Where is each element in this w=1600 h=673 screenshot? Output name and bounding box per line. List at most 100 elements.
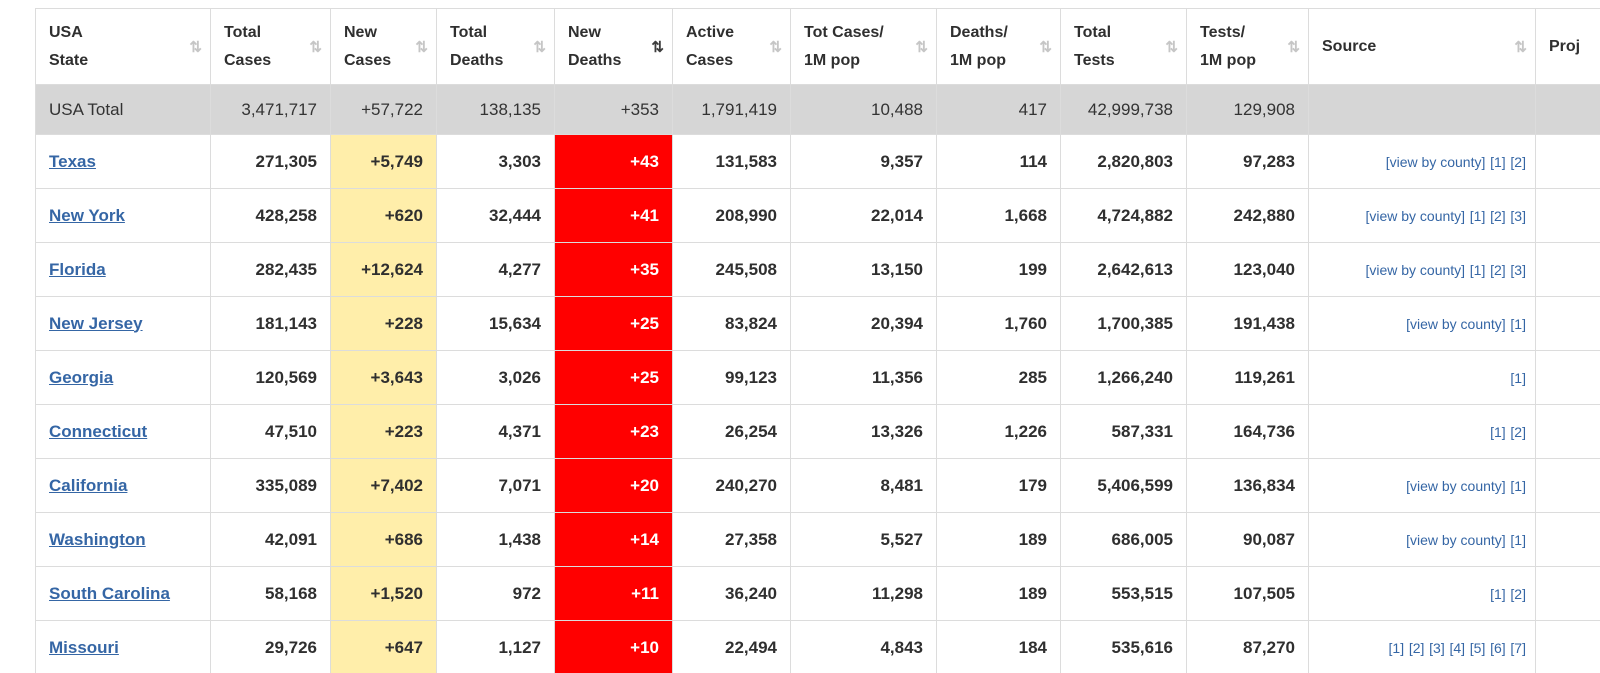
- usa-states-covid-table: USA State ⇅ Total Cases ⇅ New Cases ⇅ Total…: [35, 8, 1600, 673]
- view-by-county-link[interactable]: [view by county]: [1406, 315, 1506, 332]
- active-cases-cell: 240,270: [672, 458, 791, 513]
- source-ref-link[interactable]: [6]: [1490, 639, 1506, 656]
- state-cell: New Jersey: [35, 296, 211, 351]
- tests-per-1m-cell: 107,505: [1186, 566, 1309, 621]
- source-cell: [view by county] [1] [2]: [1308, 134, 1536, 189]
- source-ref-link[interactable]: [4]: [1449, 639, 1466, 656]
- tests-per-1m-cell: 242,880: [1186, 188, 1309, 243]
- source-ref-link[interactable]: [1]: [1510, 315, 1526, 332]
- total-tests-cell: 2,642,613: [1060, 242, 1187, 297]
- source-ref-link[interactable]: [1]: [1510, 369, 1526, 386]
- deaths-per-1m-cell: 1,668: [936, 188, 1061, 243]
- column-header-cases_per_1m[interactable]: Tot Cases/1M pop ⇅: [790, 8, 937, 85]
- source-ref-link[interactable]: [3]: [1510, 261, 1526, 278]
- column-header-source[interactable]: Source ⇅: [1308, 8, 1536, 85]
- source-ref-link[interactable]: [2]: [1510, 153, 1526, 170]
- state-link[interactable]: Georgia: [49, 367, 114, 387]
- view-by-county-link[interactable]: [view by county]: [1406, 477, 1506, 494]
- active-cases-cell: 99,123: [672, 350, 791, 405]
- column-header-state[interactable]: USA State ⇅: [35, 8, 211, 85]
- source-ref-link[interactable]: [2]: [1408, 639, 1425, 656]
- source-ref-link[interactable]: [2]: [1490, 261, 1506, 278]
- tests-per-1m-cell: 164,736: [1186, 404, 1309, 459]
- cases-per-1m-cell: 20,394: [790, 296, 937, 351]
- source-ref-link[interactable]: [1]: [1510, 531, 1526, 548]
- column-header-deaths_per_1m[interactable]: Deaths/1M pop ⇅: [936, 8, 1061, 85]
- table-row: Texas 271,305 +5,749 3,303 +43 131,583 9…: [35, 134, 1600, 189]
- column-header-new_cases[interactable]: New Cases ⇅: [330, 8, 437, 85]
- source-ref-link[interactable]: [1]: [1490, 423, 1506, 440]
- active-cases-cell: 36,240: [672, 566, 791, 621]
- column-header-label: USA State: [49, 23, 89, 69]
- tests-per-1m-cell: 87,270: [1186, 620, 1309, 673]
- table-row: New Jersey 181,143 +228 15,634 +25 83,82…: [35, 296, 1600, 351]
- source-ref-link[interactable]: [2]: [1490, 207, 1506, 224]
- source-ref-link[interactable]: [1]: [1510, 477, 1526, 494]
- view-by-county-link[interactable]: [view by county]: [1365, 261, 1466, 278]
- state-link[interactable]: South Carolina: [49, 583, 170, 603]
- source-ref-link[interactable]: [1]: [1388, 639, 1405, 656]
- source-ref-link[interactable]: [2]: [1510, 585, 1526, 602]
- column-header-label: Tests/1M pop: [1200, 23, 1256, 69]
- total-deaths-cell: 3,303: [436, 134, 555, 189]
- column-header-label: Source: [1322, 37, 1377, 55]
- source-ref-link[interactable]: [1]: [1490, 585, 1506, 602]
- column-header-label: New Cases: [344, 23, 392, 69]
- new-deaths-cell: +10: [554, 620, 673, 673]
- view-by-county-link[interactable]: [view by county]: [1365, 207, 1466, 224]
- state-link[interactable]: Washington: [49, 529, 146, 549]
- cases-per-1m-cell: 5,527: [790, 512, 937, 567]
- source-ref-link[interactable]: [3]: [1510, 207, 1526, 224]
- source-ref-link[interactable]: [3]: [1429, 639, 1445, 656]
- state-link[interactable]: California: [49, 475, 128, 495]
- view-by-county-link[interactable]: [view by county]: [1385, 153, 1486, 170]
- source-ref-link[interactable]: [1]: [1490, 153, 1506, 170]
- state-cell: Connecticut: [35, 404, 211, 459]
- table-row: Washington 42,091 +686 1,438 +14 27,358 …: [35, 512, 1600, 567]
- column-header-active_cases[interactable]: Active Cases ⇅: [672, 8, 791, 85]
- state-link[interactable]: New York: [49, 205, 125, 225]
- projections-cell: [1535, 188, 1600, 243]
- column-header-total_cases[interactable]: Total Cases ⇅: [210, 8, 331, 85]
- total-tests-cell: 2,820,803: [1060, 134, 1187, 189]
- view-by-county-link[interactable]: [view by county]: [1406, 531, 1506, 548]
- source-cell: [view by county] [1]: [1308, 512, 1536, 567]
- state-link[interactable]: Florida: [49, 259, 106, 279]
- total-deaths-cell: 32,444: [436, 188, 555, 243]
- source-ref-link[interactable]: [1]: [1469, 207, 1486, 224]
- state-link[interactable]: Connecticut: [49, 421, 148, 441]
- source-ref-link[interactable]: [5]: [1469, 639, 1486, 656]
- total-deaths-cell: 1,438: [436, 512, 555, 567]
- tests-per-1m-cell: 123,040: [1186, 242, 1309, 297]
- column-header-total_deaths[interactable]: Total Deaths ⇅: [436, 8, 555, 85]
- state-link[interactable]: Texas: [49, 151, 96, 171]
- source-cell: [view by county] [1]: [1308, 296, 1536, 351]
- sort-icon: ⇅: [189, 38, 202, 56]
- column-header-tests_per_1m[interactable]: Tests/1M pop ⇅: [1186, 8, 1309, 85]
- source-cell: [1]: [1308, 350, 1536, 405]
- column-header-total_tests[interactable]: Total Tests ⇅: [1060, 8, 1187, 85]
- total-cases-cell: 271,305: [210, 134, 331, 189]
- sort-icon: ⇅: [309, 38, 322, 56]
- total-cases-cell: 120,569: [210, 350, 331, 405]
- source-ref-link[interactable]: [7]: [1510, 639, 1526, 656]
- source-ref-link[interactable]: [2]: [1510, 423, 1526, 440]
- total-deaths-cell: 1,127: [436, 620, 555, 673]
- source-cell: [view by county] [1]: [1308, 458, 1536, 513]
- active-cases-cell: 26,254: [672, 404, 791, 459]
- column-header-new_deaths[interactable]: New Deaths ⇅: [554, 8, 673, 85]
- source-cell: [1] [2]: [1308, 566, 1536, 621]
- state-link[interactable]: New Jersey: [49, 313, 143, 333]
- state-link[interactable]: Missouri: [49, 637, 119, 657]
- total-cases-cell: 181,143: [210, 296, 331, 351]
- column-header-proj[interactable]: Proj: [1535, 8, 1600, 85]
- total-cases-cell: 428,258: [210, 188, 331, 243]
- usa-total-label: USA Total: [35, 84, 211, 135]
- source-ref-link[interactable]: [1]: [1469, 261, 1486, 278]
- sort-icon: ⇅: [533, 38, 546, 56]
- source-cell: [view by county] [1] [2] [3]: [1308, 188, 1536, 243]
- deaths-per-1m-cell: 1,226: [936, 404, 1061, 459]
- new-deaths-cell: +41: [554, 188, 673, 243]
- new-deaths-cell: +23: [554, 404, 673, 459]
- tests-per-1m-cell: 136,834: [1186, 458, 1309, 513]
